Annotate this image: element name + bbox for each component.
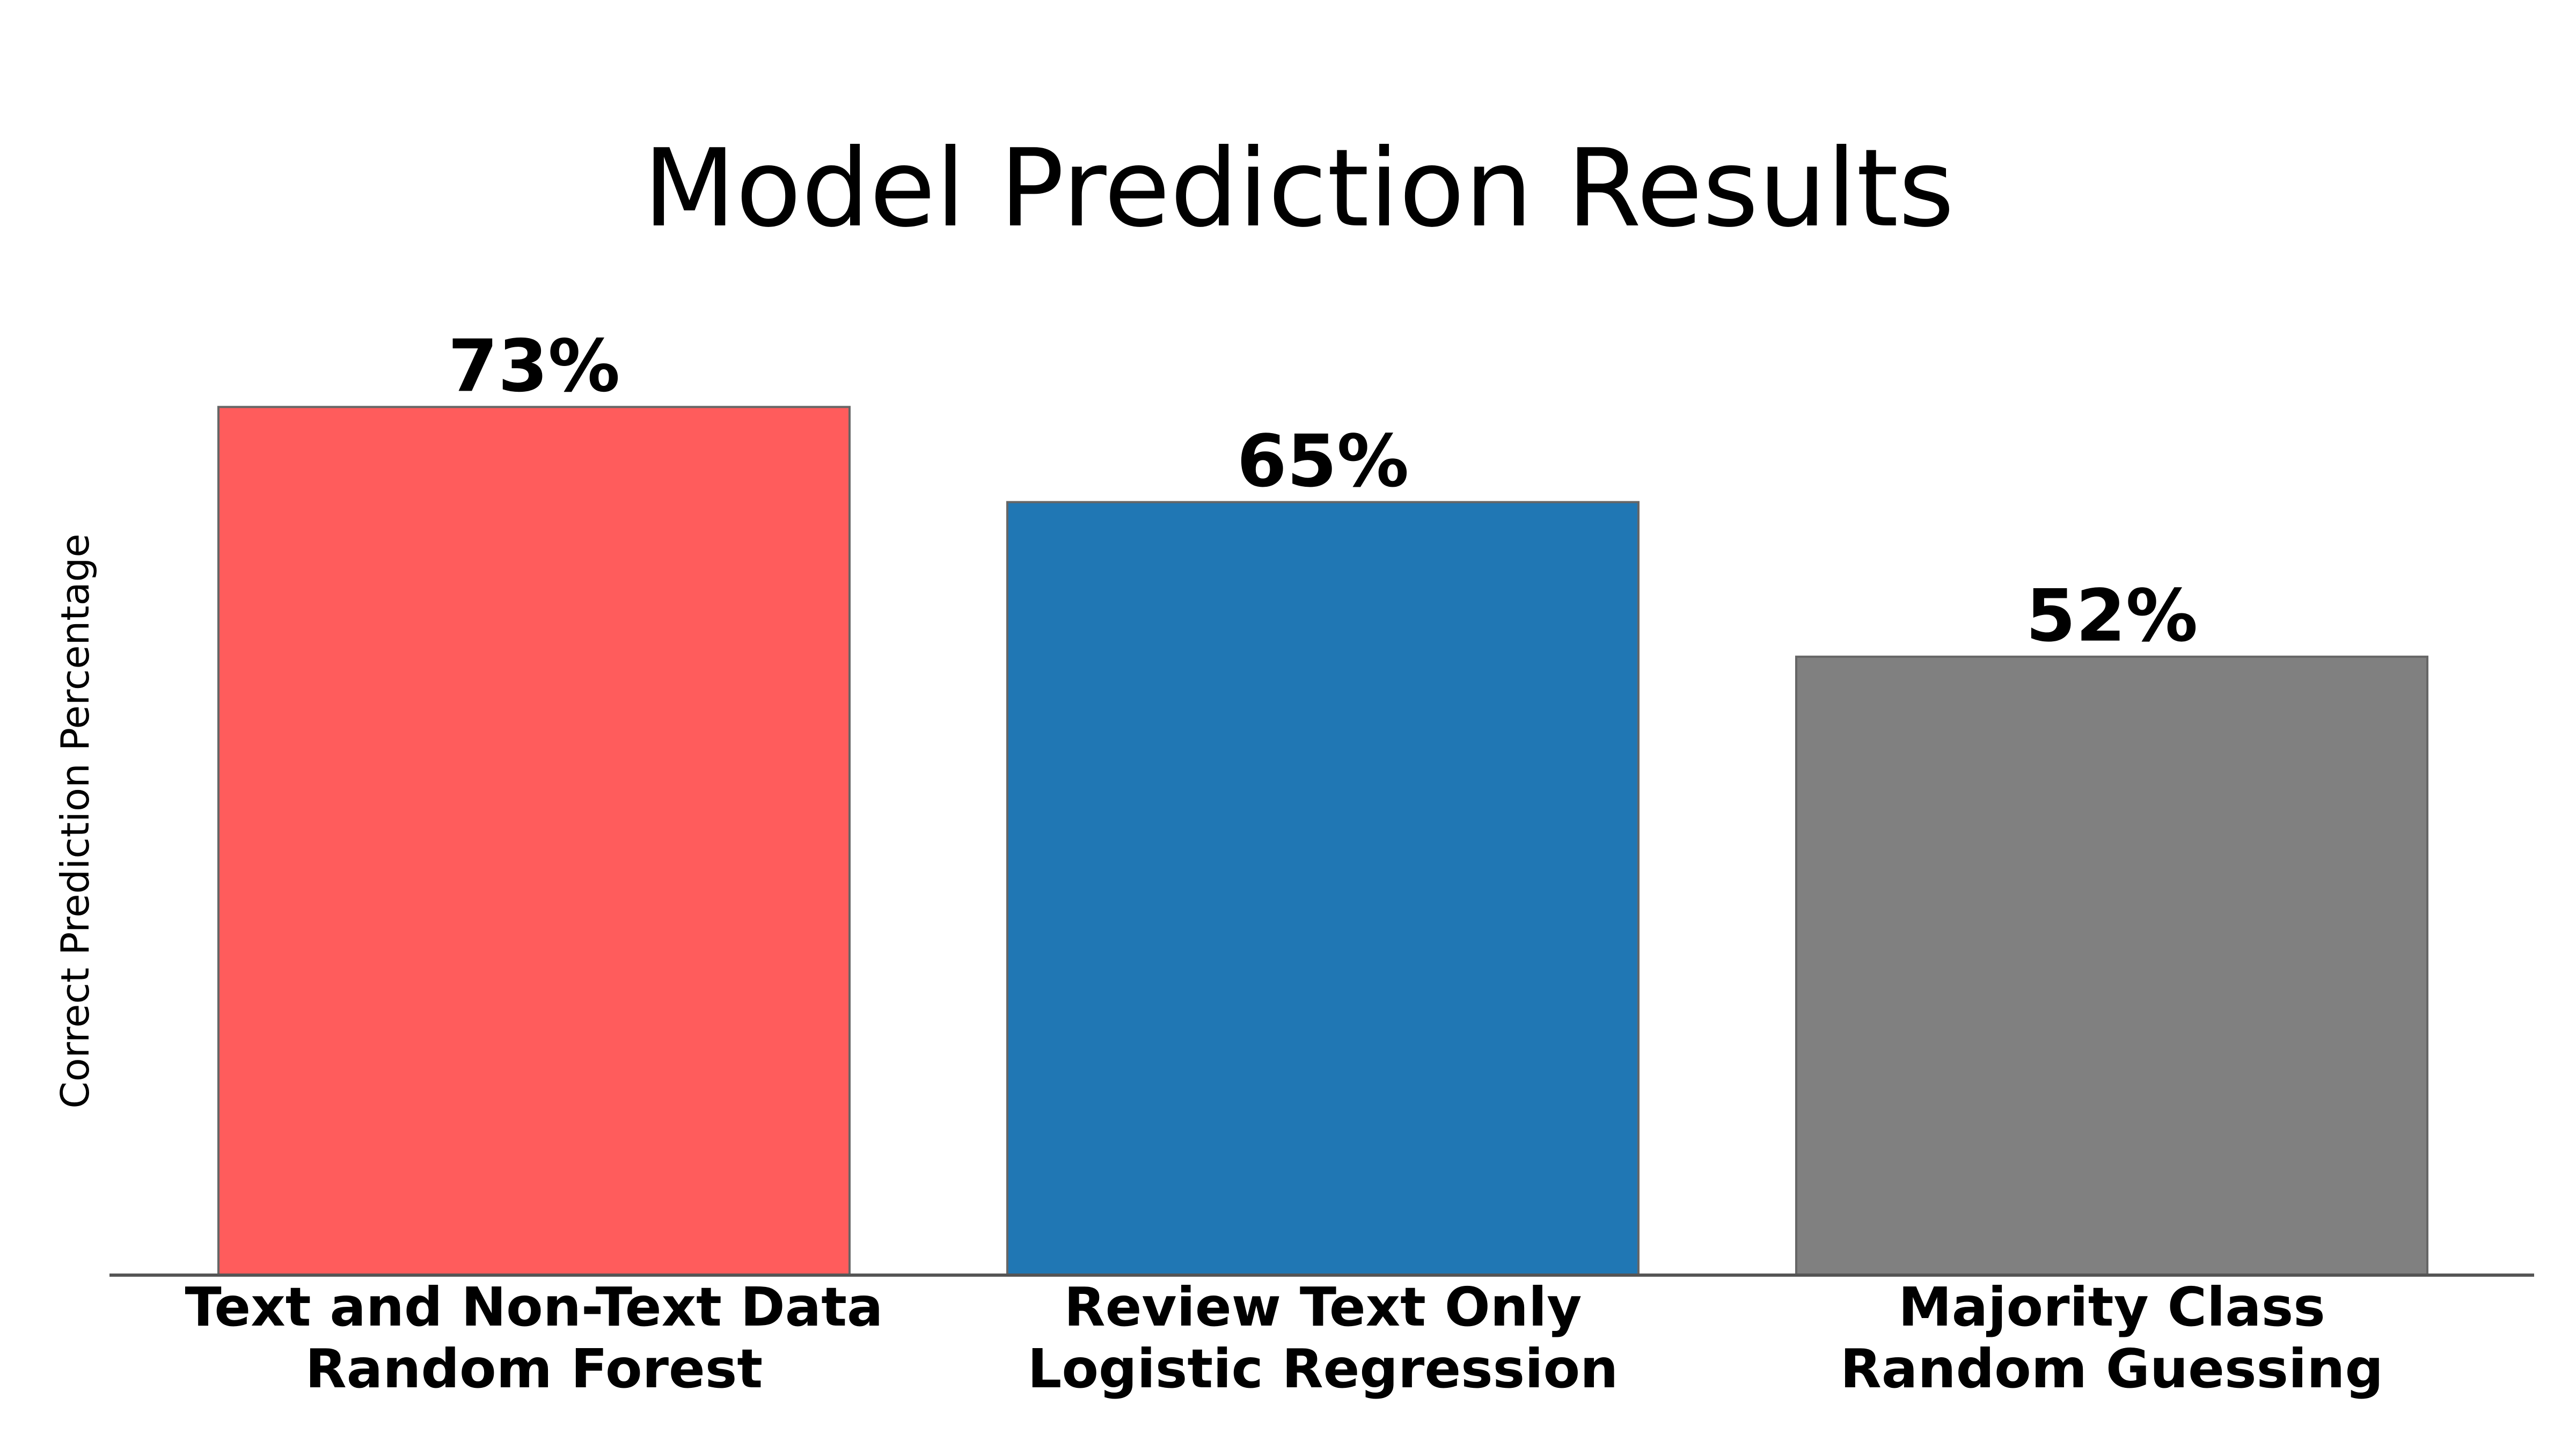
value-labels-layer: 73% 65% 52%	[448, 324, 2198, 657]
bars-layer	[217, 406, 2428, 1277]
y-axis-label: Correct Prediction Percentage	[53, 533, 98, 1108]
bar-1	[217, 406, 851, 1277]
value-label-3: 52%	[2026, 574, 2198, 658]
chart-title: Model Prediction Results	[643, 126, 1954, 251]
x-tick-label-2-line-2: Logistic Regression	[1028, 1337, 1619, 1400]
value-label-2: 65%	[1237, 420, 1409, 503]
x-tick-label-1-line-2: Random Forest	[305, 1337, 763, 1400]
bar-2	[1006, 501, 1640, 1276]
value-label-1: 73%	[448, 324, 620, 408]
bar-3	[1795, 655, 2428, 1276]
x-tick-label-3-line-2: Random Guessing	[1840, 1337, 2383, 1400]
x-tick-label-3-line-1: Majority Class	[1898, 1276, 2325, 1338]
x-tick-label-2-line-1: Review Text Only	[1064, 1276, 1582, 1338]
x-tick-label-1-line-1: Text and Non-Text Data	[185, 1276, 883, 1338]
